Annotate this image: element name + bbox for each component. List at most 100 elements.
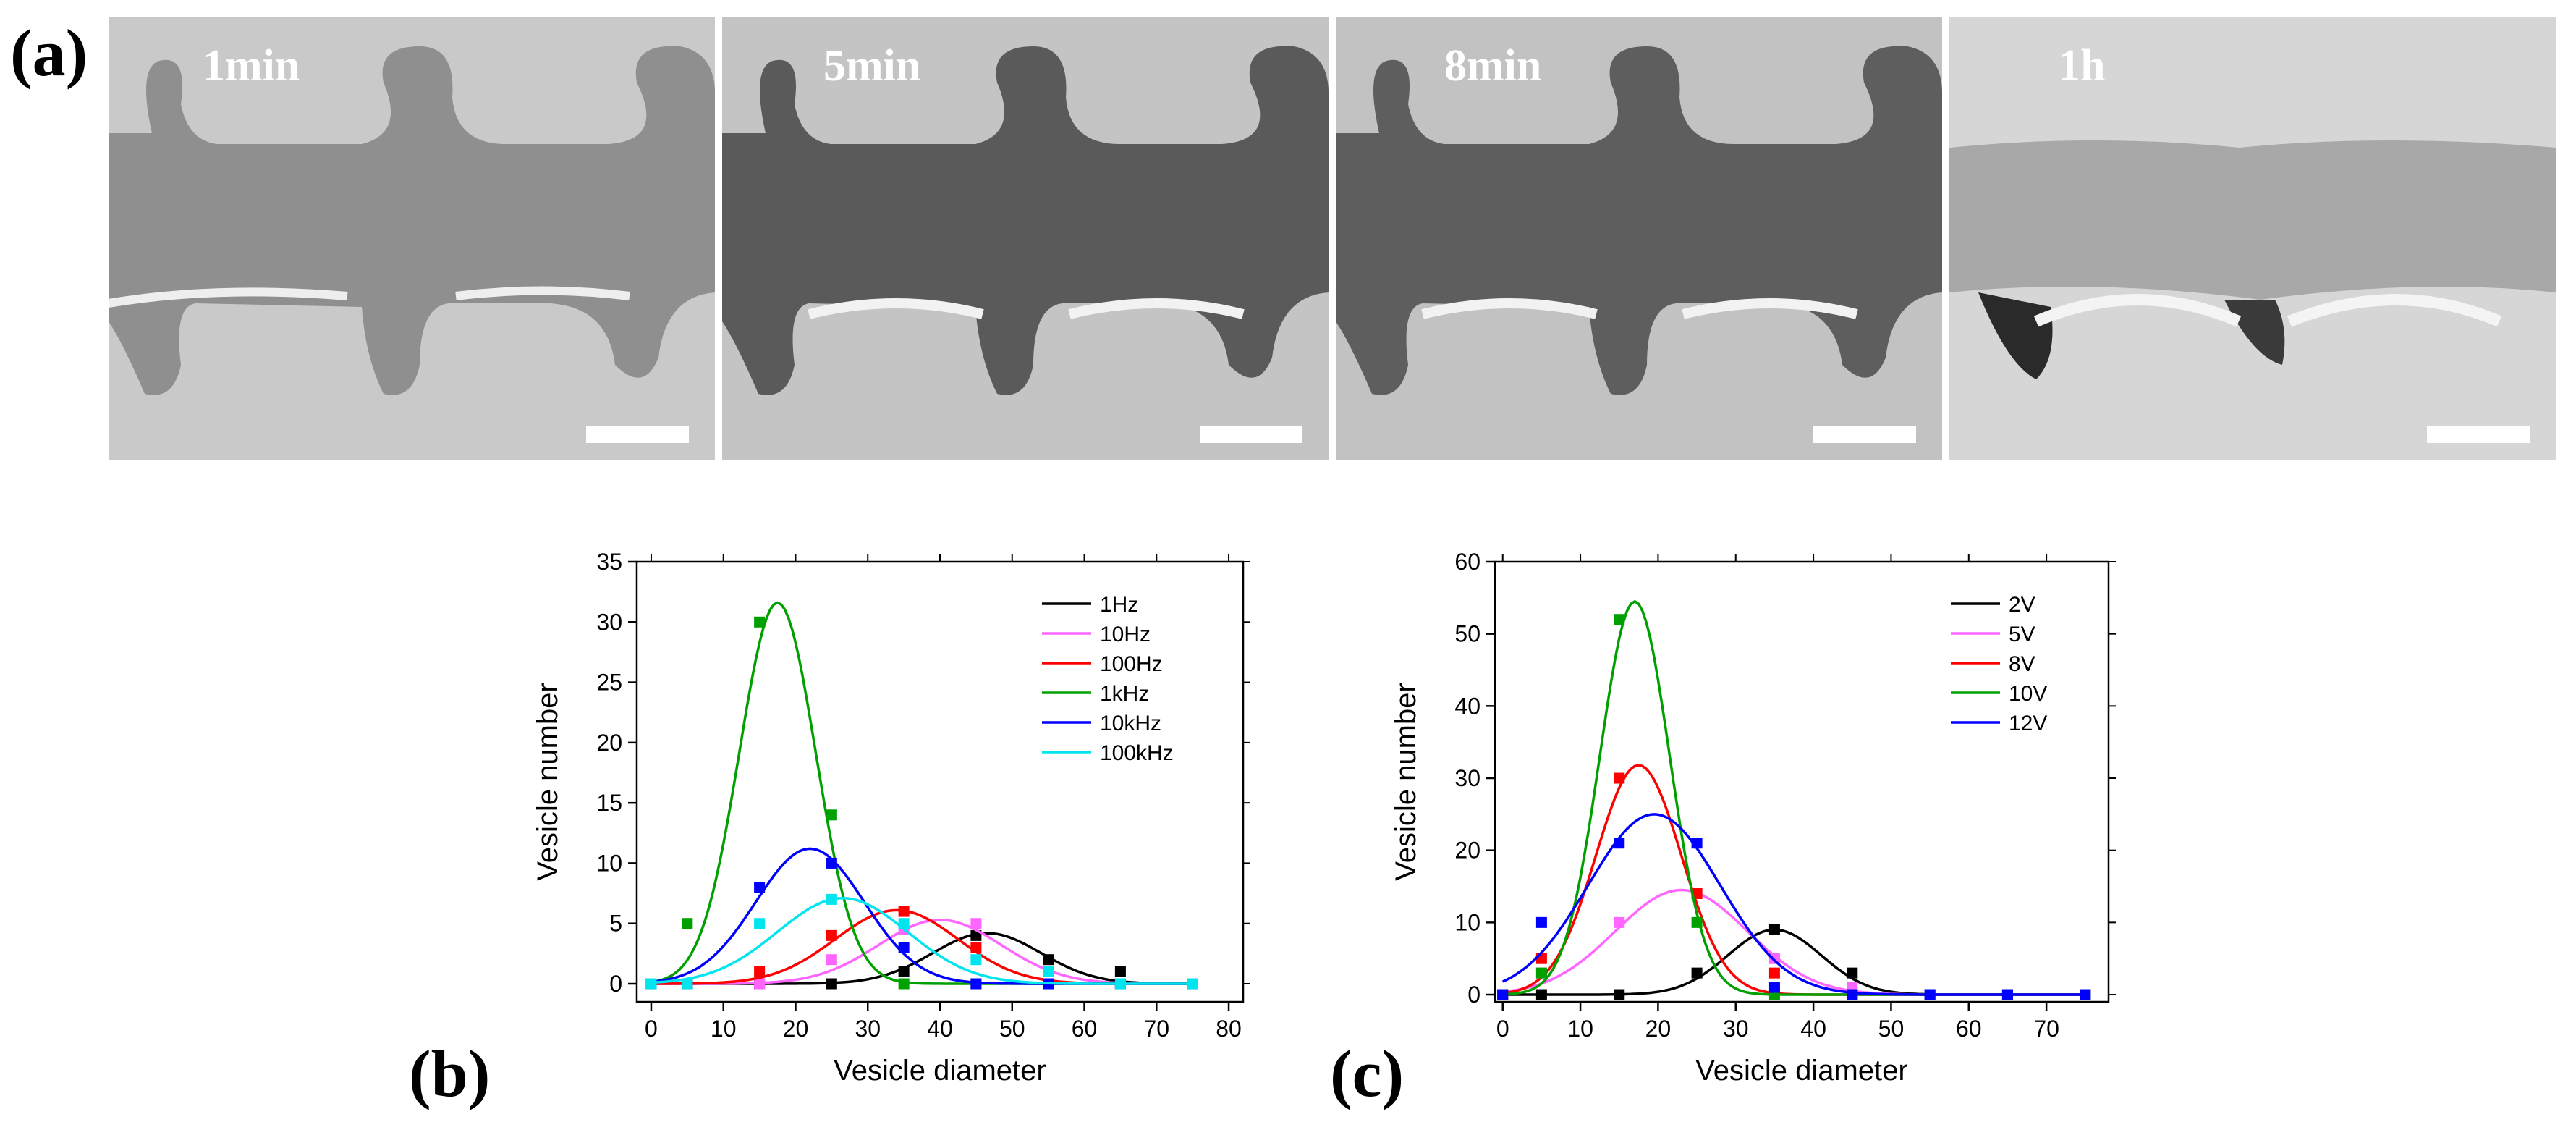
y-tick-label: 20 xyxy=(1454,838,1480,864)
data-point-1kHz xyxy=(898,978,910,990)
x-axis-label: Vesicle diameter xyxy=(834,1055,1046,1087)
x-tick-label: 10 xyxy=(1567,1016,1593,1042)
x-tick-label: 20 xyxy=(783,1016,809,1042)
data-point-12V xyxy=(2001,989,2013,1000)
y-tick-label: 5 xyxy=(609,911,622,937)
legend-label-1Hz: 1Hz xyxy=(1100,593,1138,617)
y-tick-label: 30 xyxy=(1454,765,1480,791)
data-point-100kHz xyxy=(826,893,837,905)
scale-bar xyxy=(586,426,689,443)
data-point-5V xyxy=(1614,916,1625,928)
chart-b: 0 10 20 30 40 50 60 70 80 0 5 10 15 20 25 30 35 Vesicle d… xyxy=(532,549,1250,1087)
data-point-1Hz xyxy=(1114,966,1126,977)
data-point-10kHz xyxy=(970,978,982,990)
data-point-10Hz xyxy=(826,954,837,966)
data-point-2V xyxy=(1691,967,1703,979)
y-tick-label: 0 xyxy=(1467,982,1480,1008)
x-tick-label: 30 xyxy=(855,1016,881,1042)
micrograph-image-8min xyxy=(1336,17,1942,460)
fit-curve-100kHz xyxy=(651,896,1193,985)
fit-curve-100Hz xyxy=(651,908,1193,985)
legend-label-8V: 8V xyxy=(2009,652,2035,676)
fit-curve-1Hz xyxy=(651,932,1193,985)
x-tick-label: 40 xyxy=(927,1016,953,1042)
data-point-1Hz xyxy=(1043,954,1054,966)
legend-label-5V: 5V xyxy=(2009,623,2035,646)
y-tick-label: 10 xyxy=(1454,909,1480,935)
data-point-100Hz xyxy=(898,906,910,917)
panel-label-b: (b) xyxy=(409,1037,491,1110)
data-point-100kHz xyxy=(754,918,766,929)
data-point-1kHz xyxy=(682,918,693,929)
x-tick-label: 20 xyxy=(1645,1016,1672,1042)
data-point-2V xyxy=(1847,967,1858,979)
data-point-100kHz xyxy=(1114,978,1126,990)
data-point-100kHz xyxy=(1187,978,1198,990)
x-tick-label: 70 xyxy=(2033,1016,2059,1042)
plot-frame xyxy=(1494,560,2110,1003)
data-point-100kHz xyxy=(645,978,657,990)
fit-curve-10Hz xyxy=(651,918,1193,985)
legend-label-1kHz: 1kHz xyxy=(1100,682,1149,706)
data-point-12V xyxy=(1768,982,1780,993)
micrograph-time-label: 8min xyxy=(1444,41,1542,90)
legend-label-2V: 2V xyxy=(2009,593,2035,617)
data-point-10Hz xyxy=(970,918,982,929)
data-point-10kHz xyxy=(898,942,910,953)
micrograph-image-1min xyxy=(109,17,715,460)
micrograph-1h: 1h xyxy=(1949,17,2556,460)
chart-c: 0 10 20 30 40 50 60 70 0 10 20 30 40 50 60 Vesicle diam… xyxy=(1390,549,2116,1087)
data-point-10V xyxy=(1535,967,1547,979)
x-tick-label: 40 xyxy=(1800,1016,1826,1042)
micrograph-image-1h xyxy=(1949,17,2556,460)
fit-curve-2V xyxy=(1502,928,2085,996)
data-point-10V xyxy=(1691,916,1703,928)
fit-curve-12V xyxy=(1501,813,2085,996)
legend-label-10V: 10V xyxy=(2009,682,2047,706)
legend-label-12V: 12V xyxy=(2009,712,2047,735)
data-point-10kHz xyxy=(826,857,837,869)
data-point-100Hz xyxy=(826,929,837,941)
data-point-1kHz xyxy=(754,616,766,628)
micrograph-image-5min xyxy=(722,17,1329,460)
data-point-8V xyxy=(1614,772,1625,784)
y-tick-label: 50 xyxy=(1454,621,1480,647)
data-point-100Hz xyxy=(754,966,766,977)
y-axis-label: Vesicle number xyxy=(1390,683,1422,880)
data-point-12V xyxy=(1497,989,1509,1000)
y-tick-label: 30 xyxy=(596,609,622,635)
x-tick-label: 80 xyxy=(1216,1016,1242,1042)
scale-bar xyxy=(2427,426,2530,443)
micrograph-1min: 1min xyxy=(109,17,715,460)
data-point-2V xyxy=(1535,989,1547,1000)
x-axis-label: Vesicle diameter xyxy=(1695,1055,1907,1087)
panel-label-a: (a) xyxy=(10,16,88,90)
data-point-1Hz xyxy=(898,966,910,977)
micrograph-8min: 8min xyxy=(1336,17,1942,460)
y-tick-label: 0 xyxy=(609,971,622,997)
x-tick-label: 60 xyxy=(1072,1016,1098,1042)
x-tick-label: 10 xyxy=(711,1016,737,1042)
y-tick-label: 40 xyxy=(1454,693,1480,719)
x-tick-label: 50 xyxy=(999,1016,1025,1042)
data-point-100Hz xyxy=(970,942,982,953)
x-tick-label: 0 xyxy=(645,1016,658,1042)
scale-bar xyxy=(1813,426,1916,443)
panel-label-c: (c) xyxy=(1330,1037,1404,1110)
y-tick-label: 15 xyxy=(596,790,622,816)
data-point-2V xyxy=(1768,924,1780,935)
data-point-8V xyxy=(1768,967,1780,979)
legend-label-10Hz: 10Hz xyxy=(1100,623,1151,646)
data-point-12V xyxy=(1535,916,1547,928)
micrograph-5min: 5min xyxy=(722,17,1329,460)
data-point-100kHz xyxy=(898,918,910,929)
y-tick-label: 10 xyxy=(596,850,622,876)
data-point-1kHz xyxy=(826,809,837,821)
plot-frame xyxy=(635,560,1245,1003)
data-point-12V xyxy=(1691,838,1703,849)
micrograph-time-label: 1h xyxy=(2058,41,2106,90)
data-point-10kHz xyxy=(754,882,766,893)
y-tick-label: 25 xyxy=(596,670,622,696)
y-axis-label: Vesicle number xyxy=(532,683,564,880)
x-tick-label: 70 xyxy=(1143,1016,1169,1042)
